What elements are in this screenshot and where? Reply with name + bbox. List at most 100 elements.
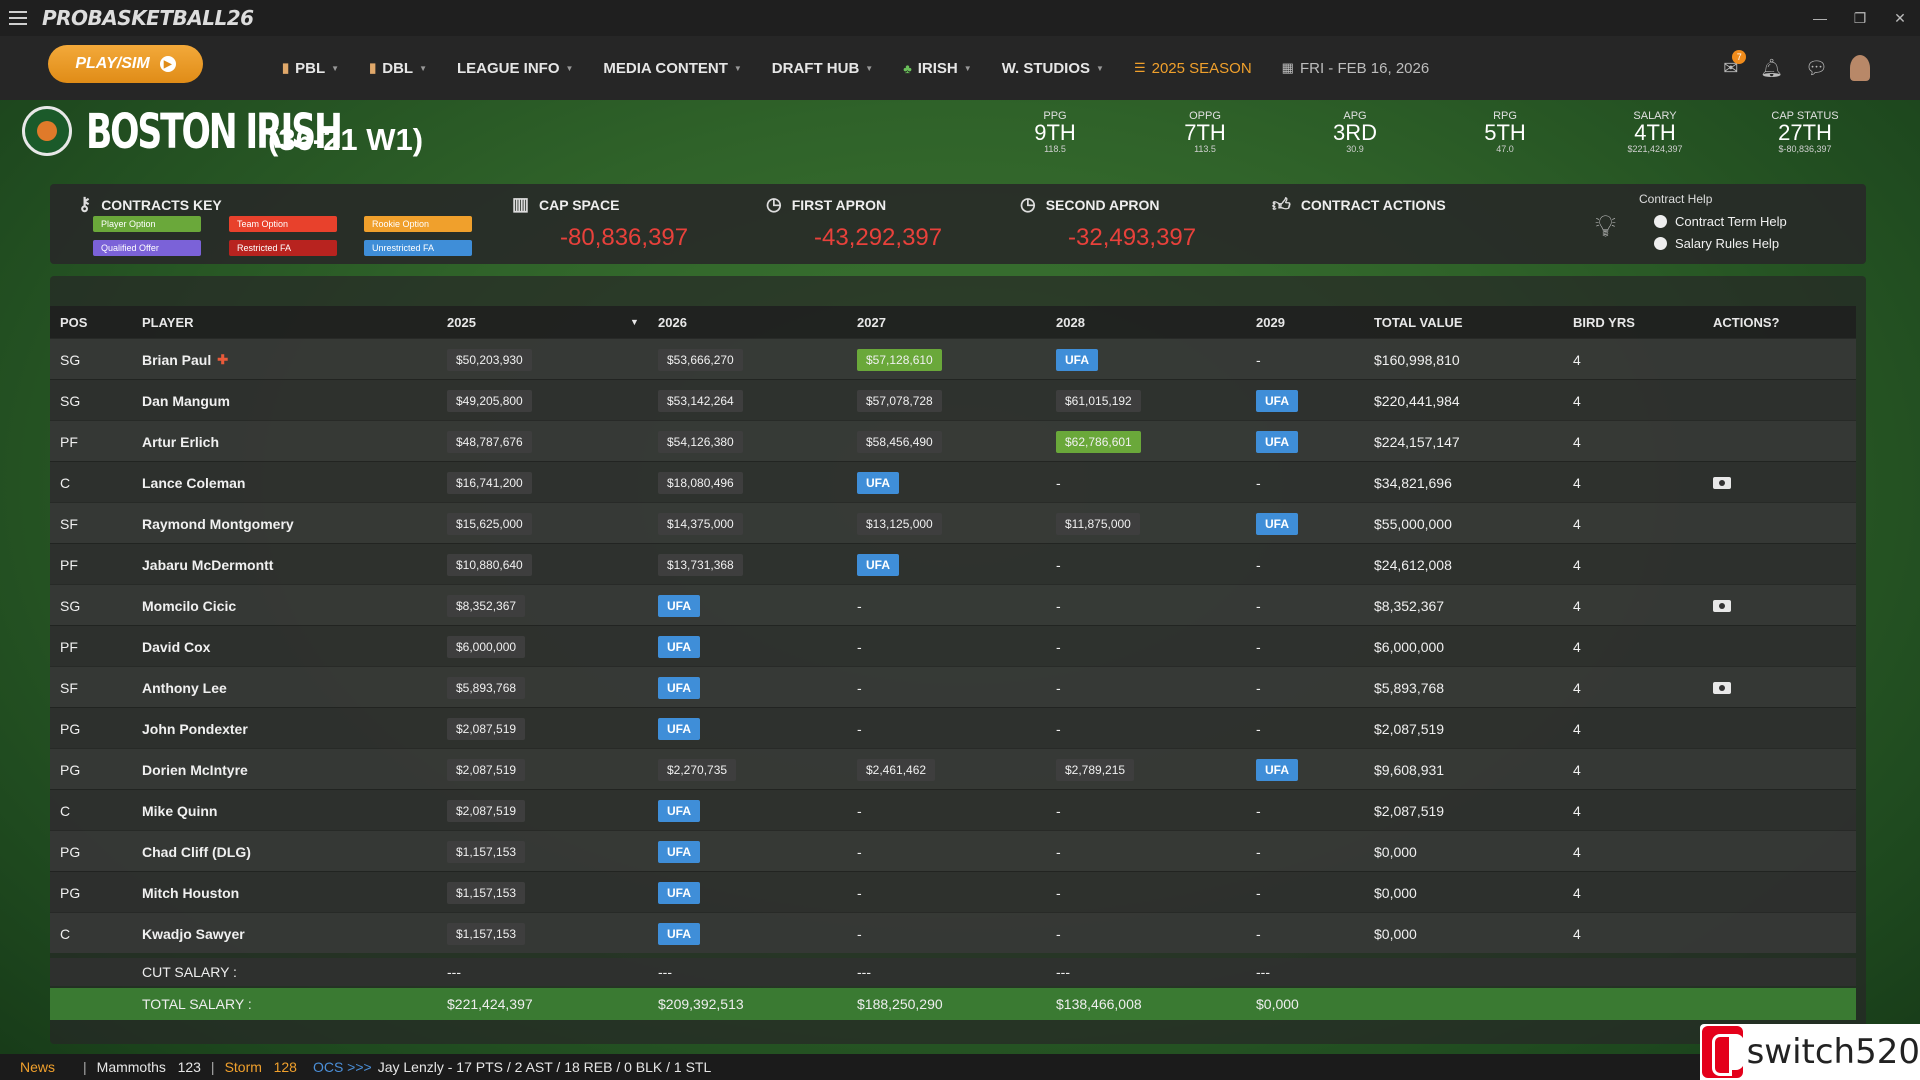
table-row[interactable]: PG Chad Cliff (DLG) $1,157,153 UFA - - - $0,000… bbox=[50, 830, 1856, 871]
player-name[interactable]: John Pondexter bbox=[142, 720, 248, 737]
col-pos[interactable]: POS bbox=[60, 315, 88, 330]
cell-player[interactable]: Anthony Lee bbox=[142, 667, 227, 708]
salary-pill[interactable]: $50,203,930 bbox=[447, 348, 532, 371]
salary-pill[interactable]: $6,000,000 bbox=[447, 635, 526, 658]
col-player[interactable]: PLAYER bbox=[142, 315, 194, 330]
table-row[interactable]: SG Dan Mangum $49,205,800 $53,142,264 $57,07… bbox=[50, 379, 1856, 420]
table-row[interactable]: PG John Pondexter $2,087,519 UFA - - - $2,087,5… bbox=[50, 707, 1856, 748]
restore-icon[interactable]: ❐ bbox=[1853, 9, 1867, 26]
salary-pill[interactable]: $2,087,519 bbox=[447, 799, 526, 822]
close-icon[interactable]: ✕ bbox=[1894, 9, 1906, 26]
contract-term-help-link[interactable]: Contract Term Help bbox=[1654, 214, 1787, 229]
player-name[interactable]: Brian Paul bbox=[142, 351, 212, 368]
salary-pill[interactable]: $13,125,000 bbox=[857, 512, 942, 535]
ufa-badge[interactable]: UFA bbox=[857, 471, 899, 494]
sort-desc-icon[interactable]: ▼ bbox=[630, 317, 639, 327]
col-2029[interactable]: 2029 bbox=[1256, 315, 1285, 330]
player-name[interactable]: Dorien McIntyre bbox=[142, 761, 248, 778]
ufa-badge[interactable]: UFA bbox=[1056, 348, 1098, 371]
ufa-badge[interactable]: UFA bbox=[1256, 430, 1298, 453]
ufa-badge[interactable]: UFA bbox=[658, 635, 700, 658]
salary-pill[interactable]: $2,087,519 bbox=[447, 758, 526, 781]
salary-pill[interactable]: $2,270,735 bbox=[658, 758, 737, 781]
ufa-badge[interactable]: UFA bbox=[658, 717, 700, 740]
nav-dbl[interactable]: ▮ DBL ▼ bbox=[369, 60, 427, 77]
cell-player[interactable]: David Cox bbox=[142, 626, 210, 667]
cell-player[interactable]: Chad Cliff (DLG) bbox=[142, 831, 251, 872]
cell-player[interactable]: Jabaru McDermontt bbox=[142, 544, 273, 585]
cell-player[interactable]: Momcilo Cicic bbox=[142, 585, 236, 626]
nav-w-studios[interactable]: W. STUDIOS ▼ bbox=[1002, 60, 1104, 77]
cell-player[interactable]: Mitch Houston bbox=[142, 872, 239, 913]
salary-pill[interactable]: $8,352,367 bbox=[447, 594, 526, 617]
player-name[interactable]: Lance Coleman bbox=[142, 474, 246, 491]
nav-pbl[interactable]: ▮ PBL ▼ bbox=[282, 60, 339, 77]
salary-pill[interactable]: $15,625,000 bbox=[447, 512, 532, 535]
salary-pill[interactable]: $53,142,264 bbox=[658, 389, 743, 412]
player-name[interactable]: Dan Mangum bbox=[142, 392, 230, 409]
nav-date[interactable]: ▦ FRI - FEB 16, 2026 bbox=[1282, 60, 1430, 77]
cell-player[interactable]: Kwadjo Sawyer bbox=[142, 913, 245, 954]
salary-pill[interactable]: $49,205,800 bbox=[447, 389, 532, 412]
player-name[interactable]: Mitch Houston bbox=[142, 884, 240, 901]
salary-pill[interactable]: $16,741,200 bbox=[447, 471, 532, 494]
cash-icon[interactable] bbox=[1713, 681, 1731, 694]
cell-player[interactable]: Dan Mangum bbox=[142, 380, 230, 421]
ufa-badge[interactable]: UFA bbox=[658, 799, 700, 822]
table-row[interactable]: PG Dorien McIntyre $2,087,519 $2,270,735 $2,… bbox=[50, 748, 1856, 789]
salary-rules-help-link[interactable]: Salary Rules Help bbox=[1654, 236, 1779, 251]
nav-draft-hub[interactable]: DRAFT HUB ▼ bbox=[772, 60, 873, 77]
salary-pill[interactable]: $5,893,768 bbox=[447, 676, 526, 699]
cell-player[interactable]: Artur Erlich bbox=[142, 421, 219, 462]
salary-pill[interactable]: $2,087,519 bbox=[447, 717, 526, 740]
col-bird-yrs[interactable]: BIRD YRS bbox=[1573, 315, 1635, 330]
ufa-badge[interactable]: UFA bbox=[658, 922, 700, 945]
player-name[interactable]: David Cox bbox=[142, 638, 211, 655]
col-total-value[interactable]: TOTAL VALUE bbox=[1374, 315, 1463, 330]
player-name[interactable]: Jabaru McDermontt bbox=[142, 556, 274, 573]
ufa-badge[interactable]: UFA bbox=[1256, 512, 1298, 535]
salary-pill[interactable]: $58,456,490 bbox=[857, 430, 942, 453]
salary-pill[interactable]: $48,787,676 bbox=[447, 430, 532, 453]
ufa-badge[interactable]: UFA bbox=[658, 881, 700, 904]
bell-icon[interactable]: 🔔︎ bbox=[1760, 57, 1784, 78]
minimize-icon[interactable]: — bbox=[1813, 10, 1827, 26]
salary-pill[interactable]: $57,128,610 bbox=[857, 348, 942, 371]
salary-pill[interactable]: $2,461,462 bbox=[857, 758, 936, 781]
cash-icon[interactable] bbox=[1713, 599, 1731, 612]
ufa-badge[interactable]: UFA bbox=[658, 676, 700, 699]
mail-icon[interactable]: ✉ 7 bbox=[1723, 49, 1747, 79]
table-row[interactable]: PF Jabaru McDermontt $10,880,640 $13,731,36… bbox=[50, 543, 1856, 584]
player-name[interactable]: Chad Cliff (DLG) bbox=[142, 843, 251, 860]
table-row[interactable]: PF David Cox $6,000,000 UFA - - - $6,000,000 4 bbox=[50, 625, 1856, 666]
avatar[interactable] bbox=[1850, 55, 1870, 81]
salary-pill[interactable]: $53,666,270 bbox=[658, 348, 743, 371]
nav-season[interactable]: ☰ 2025 SEASON bbox=[1134, 60, 1252, 77]
table-row[interactable]: C Kwadjo Sawyer $1,157,153 UFA - - - $0,000 4 bbox=[50, 912, 1856, 953]
table-row[interactable]: PF Artur Erlich $48,787,676 $54,126,380 $58,… bbox=[50, 420, 1856, 461]
player-name[interactable]: Artur Erlich bbox=[142, 433, 220, 450]
player-name[interactable]: Mike Quinn bbox=[142, 802, 218, 819]
col-actions[interactable]: ACTIONS? bbox=[1713, 315, 1780, 330]
cell-player[interactable]: Raymond Montgomery bbox=[142, 503, 294, 544]
contract-actions-button[interactable]: 👍︎ CONTRACT ACTIONS bbox=[1272, 194, 1446, 216]
salary-pill[interactable]: $13,731,368 bbox=[658, 553, 743, 576]
salary-pill[interactable]: $61,015,192 bbox=[1056, 389, 1141, 412]
play-sim-button[interactable]: PLAY/SIM ▶ bbox=[48, 45, 203, 83]
cell-player[interactable]: John Pondexter bbox=[142, 708, 248, 749]
ufa-badge[interactable]: UFA bbox=[658, 840, 700, 863]
cell-player[interactable]: Mike Quinn bbox=[142, 790, 217, 831]
ufa-badge[interactable]: UFA bbox=[1256, 758, 1298, 781]
cell-player[interactable]: Brian Paul ✚ bbox=[142, 339, 228, 380]
table-row[interactable]: SG Brian Paul ✚ $50,203,930 $53,666,270 $57,1… bbox=[50, 338, 1856, 379]
cell-player[interactable]: Lance Coleman bbox=[142, 462, 245, 503]
ufa-badge[interactable]: UFA bbox=[1256, 389, 1298, 412]
salary-pill[interactable]: $18,080,496 bbox=[658, 471, 743, 494]
table-row[interactable]: C Lance Coleman $16,741,200 $18,080,496 UFA -… bbox=[50, 461, 1856, 502]
ufa-badge[interactable]: UFA bbox=[658, 594, 700, 617]
salary-pill[interactable]: $62,786,601 bbox=[1056, 430, 1141, 453]
table-row[interactable]: PG Mitch Houston $1,157,153 UFA - - - $0,000 4 bbox=[50, 871, 1856, 912]
player-name[interactable]: Raymond Montgomery bbox=[142, 515, 294, 532]
salary-pill[interactable]: $1,157,153 bbox=[447, 840, 526, 863]
salary-pill[interactable]: $57,078,728 bbox=[857, 389, 942, 412]
